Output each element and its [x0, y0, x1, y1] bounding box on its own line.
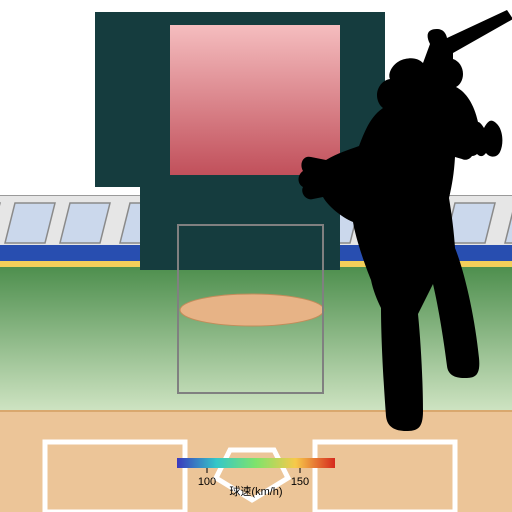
scoreboard-screen [170, 25, 340, 175]
stage-svg: 100 150 球速(km/h) [0, 0, 512, 512]
velocity-gradient-bar [177, 458, 335, 468]
velocity-tick-label: 150 [291, 476, 309, 488]
velocity-tick-label: 100 [198, 476, 216, 488]
pitch-location-diagram: 100 150 球速(km/h) [0, 0, 512, 512]
velocity-axis-label: 球速(km/h) [229, 484, 282, 498]
pitchers-mound [180, 294, 324, 326]
